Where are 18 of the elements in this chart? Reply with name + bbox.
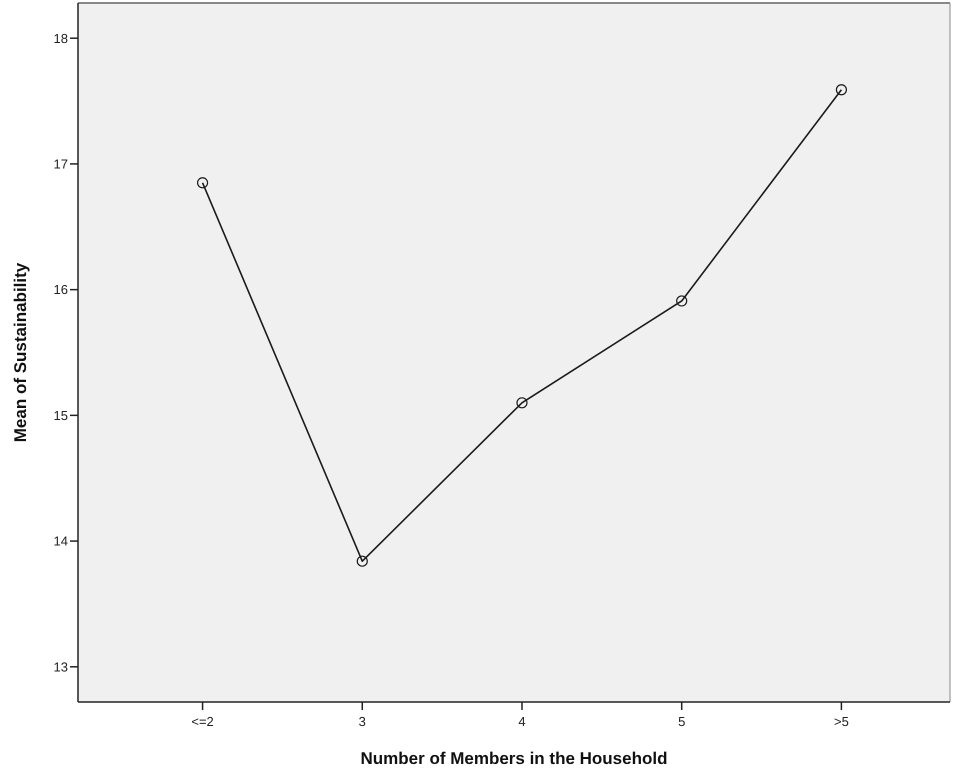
x-tick-label: 4 (518, 714, 526, 729)
x-tick-label: <=2 (191, 714, 214, 729)
y-tick-label: 18 (54, 30, 68, 46)
point (676, 295, 688, 307)
y-tick-label: 16 (54, 282, 68, 298)
y-tick-label: 14 (54, 534, 68, 549)
x-tick-label: 5 (678, 714, 686, 729)
point (836, 84, 847, 96)
x-tick-label: 3 (358, 714, 366, 729)
point (196, 177, 208, 188)
x-axis-title: Number of Members in the Household (360, 749, 668, 768)
x-tick-label: >5 (834, 714, 849, 729)
y-tick-label: 17 (54, 156, 68, 172)
y-axis-title: Mean of Sustainability (11, 262, 30, 442)
point (356, 556, 368, 567)
y-tick-label: 13 (54, 659, 68, 674)
y-tick-label: 15 (54, 408, 68, 423)
point (516, 397, 528, 408)
